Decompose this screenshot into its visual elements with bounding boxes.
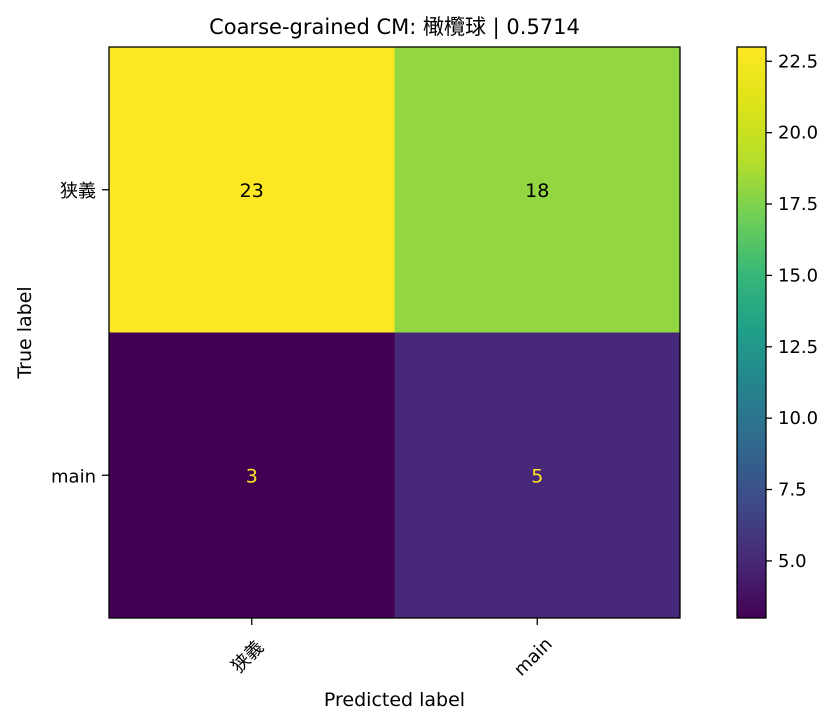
colorbar-tick-label: 15.0 bbox=[778, 265, 818, 286]
y-tick-label: 狭義 bbox=[60, 181, 96, 202]
y-tick-label: main bbox=[51, 466, 96, 487]
colorbar-tick-label: 17.5 bbox=[778, 194, 818, 215]
heatmap-cells bbox=[109, 47, 680, 618]
colorbar-tick-label: 12.5 bbox=[778, 337, 818, 358]
chart-title: Coarse-grained CM: 橄欖球 | 0.5714 bbox=[209, 15, 580, 40]
cell-value-label: 23 bbox=[240, 180, 264, 202]
colorbar bbox=[737, 47, 766, 618]
x-tick-label: 狭義 bbox=[228, 637, 268, 677]
colorbar-tick-label: 5.0 bbox=[778, 551, 807, 572]
x-axis-ticks: 狭義 main bbox=[228, 618, 557, 680]
cell-values: 23 18 3 5 bbox=[240, 180, 550, 488]
y-axis-label: True label bbox=[14, 286, 36, 379]
heatmap-cell bbox=[109, 47, 395, 333]
colorbar-tick-label: 22.5 bbox=[778, 51, 818, 72]
colorbar-tick-label: 10.0 bbox=[778, 408, 818, 429]
colorbar-tick-label: 7.5 bbox=[778, 480, 807, 501]
cell-value-label: 18 bbox=[525, 180, 549, 202]
colorbar-tick-label: 20.0 bbox=[778, 123, 818, 144]
x-axis-label: Predicted label bbox=[324, 689, 465, 711]
x-tick-label: main bbox=[510, 634, 557, 681]
cell-value-label: 5 bbox=[531, 465, 543, 487]
colorbar-frame bbox=[736, 46, 767, 619]
matrix-frame bbox=[108, 46, 681, 619]
heatmap-cell bbox=[109, 332, 395, 618]
heatmap-cell bbox=[394, 47, 680, 333]
cell-value-label: 3 bbox=[246, 465, 258, 487]
y-axis-ticks: 狭義 main bbox=[51, 181, 109, 487]
heatmap-cell bbox=[394, 332, 680, 618]
colorbar-ticks: 5.0 7.5 10.0 12.5 15.0 17.5 20.0 22.5 bbox=[766, 51, 818, 572]
